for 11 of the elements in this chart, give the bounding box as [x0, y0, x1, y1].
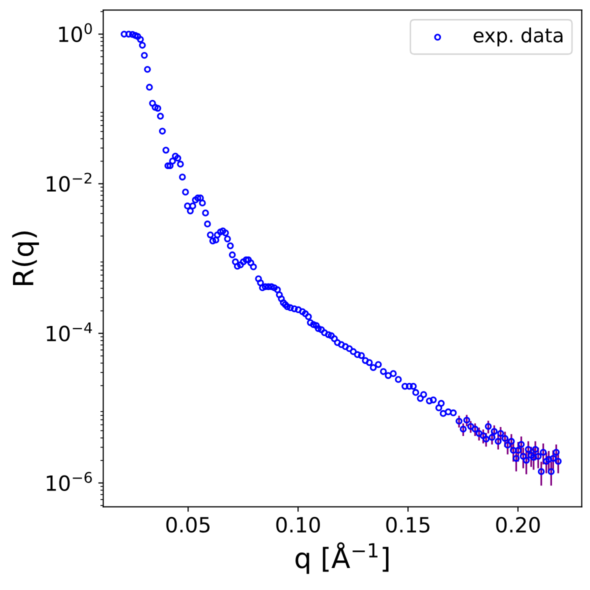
y-tick-label: 10$^{0}$ [59, 23, 92, 42]
legend-label: exp. data [474, 28, 562, 46]
x-tick-label: 0.20 [496, 516, 540, 533]
x-tick-label: 0.10 [276, 516, 320, 533]
y-axis-title: R(q) [12, 232, 40, 285]
x-tick-label: 0.05 [166, 516, 210, 533]
y-tick-label: 10$^{−4}$ [46, 322, 92, 342]
x-tick-label: 0.15 [386, 516, 430, 533]
y-tick-label: 10$^{−6}$ [46, 472, 92, 492]
x-axis-title: q [Å$^{−1}$] [296, 542, 388, 574]
y-tick-label: 10$^{−2}$ [46, 172, 92, 192]
